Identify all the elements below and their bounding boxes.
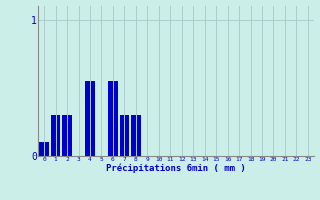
Bar xyxy=(85,81,95,156)
Bar xyxy=(108,81,118,156)
Bar xyxy=(51,115,60,156)
Bar xyxy=(131,115,141,156)
Bar xyxy=(39,142,49,156)
Bar xyxy=(62,115,72,156)
X-axis label: Précipitations 6min ( mm ): Précipitations 6min ( mm ) xyxy=(106,164,246,173)
Bar xyxy=(120,115,129,156)
